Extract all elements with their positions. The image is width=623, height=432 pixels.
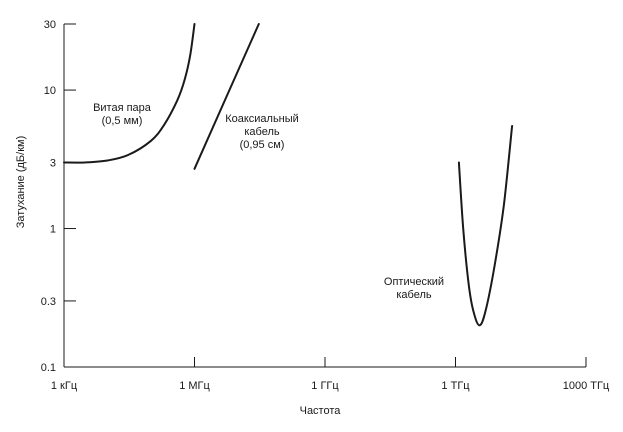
series-label-line: (0,5 мм) — [102, 115, 143, 127]
twisted-pair-curve — [63, 23, 196, 164]
series-label-line: кабель — [244, 126, 280, 138]
x-tick-label: 1 ГГц — [311, 380, 339, 392]
coaxial-cable-curve — [193, 23, 260, 170]
y-tick-label: 1 — [50, 224, 56, 236]
optical-cable-label: Оптический кабель — [384, 276, 444, 301]
y-tick-label: 30 — [44, 19, 56, 31]
y-tick-label: 0.3 — [41, 296, 56, 308]
twisted-pair-label: Витая пара (0,5 мм) — [93, 102, 152, 127]
y-tick-label: 0.1 — [41, 362, 56, 374]
optical-cable-curve — [457, 125, 514, 327]
x-axis-title: Частота — [300, 405, 342, 417]
y-ticks: 0.1 0.3 1 3 10 30 — [41, 19, 76, 374]
y-axis-title: Затухание (дБ/км) — [15, 136, 27, 228]
x-ticks: 1 кГц 1 МГц 1 ГГц 1 ТГц 1000 ТГц — [51, 357, 610, 392]
series-label-line: Коаксиальный — [225, 113, 299, 125]
curves — [63, 23, 514, 327]
axes — [63, 24, 586, 368]
y-tick-label: 3 — [50, 157, 56, 169]
x-tick-label: 1 кГц — [51, 380, 78, 392]
x-tick-label: 1 ТГц — [441, 380, 470, 392]
y-tick-label: 10 — [44, 85, 56, 97]
coaxial-cable-label: Коаксиальный кабель (0,95 см) — [225, 113, 299, 151]
series-label-line: кабель — [396, 289, 432, 301]
x-tick-label: 1000 ТГц — [563, 380, 610, 392]
series-label-line: Оптический — [384, 276, 444, 288]
series-label-line: Витая пара — [93, 102, 152, 114]
series-label-line: (0,95 см) — [240, 139, 285, 151]
x-tick-label: 1 МГц — [179, 380, 210, 392]
